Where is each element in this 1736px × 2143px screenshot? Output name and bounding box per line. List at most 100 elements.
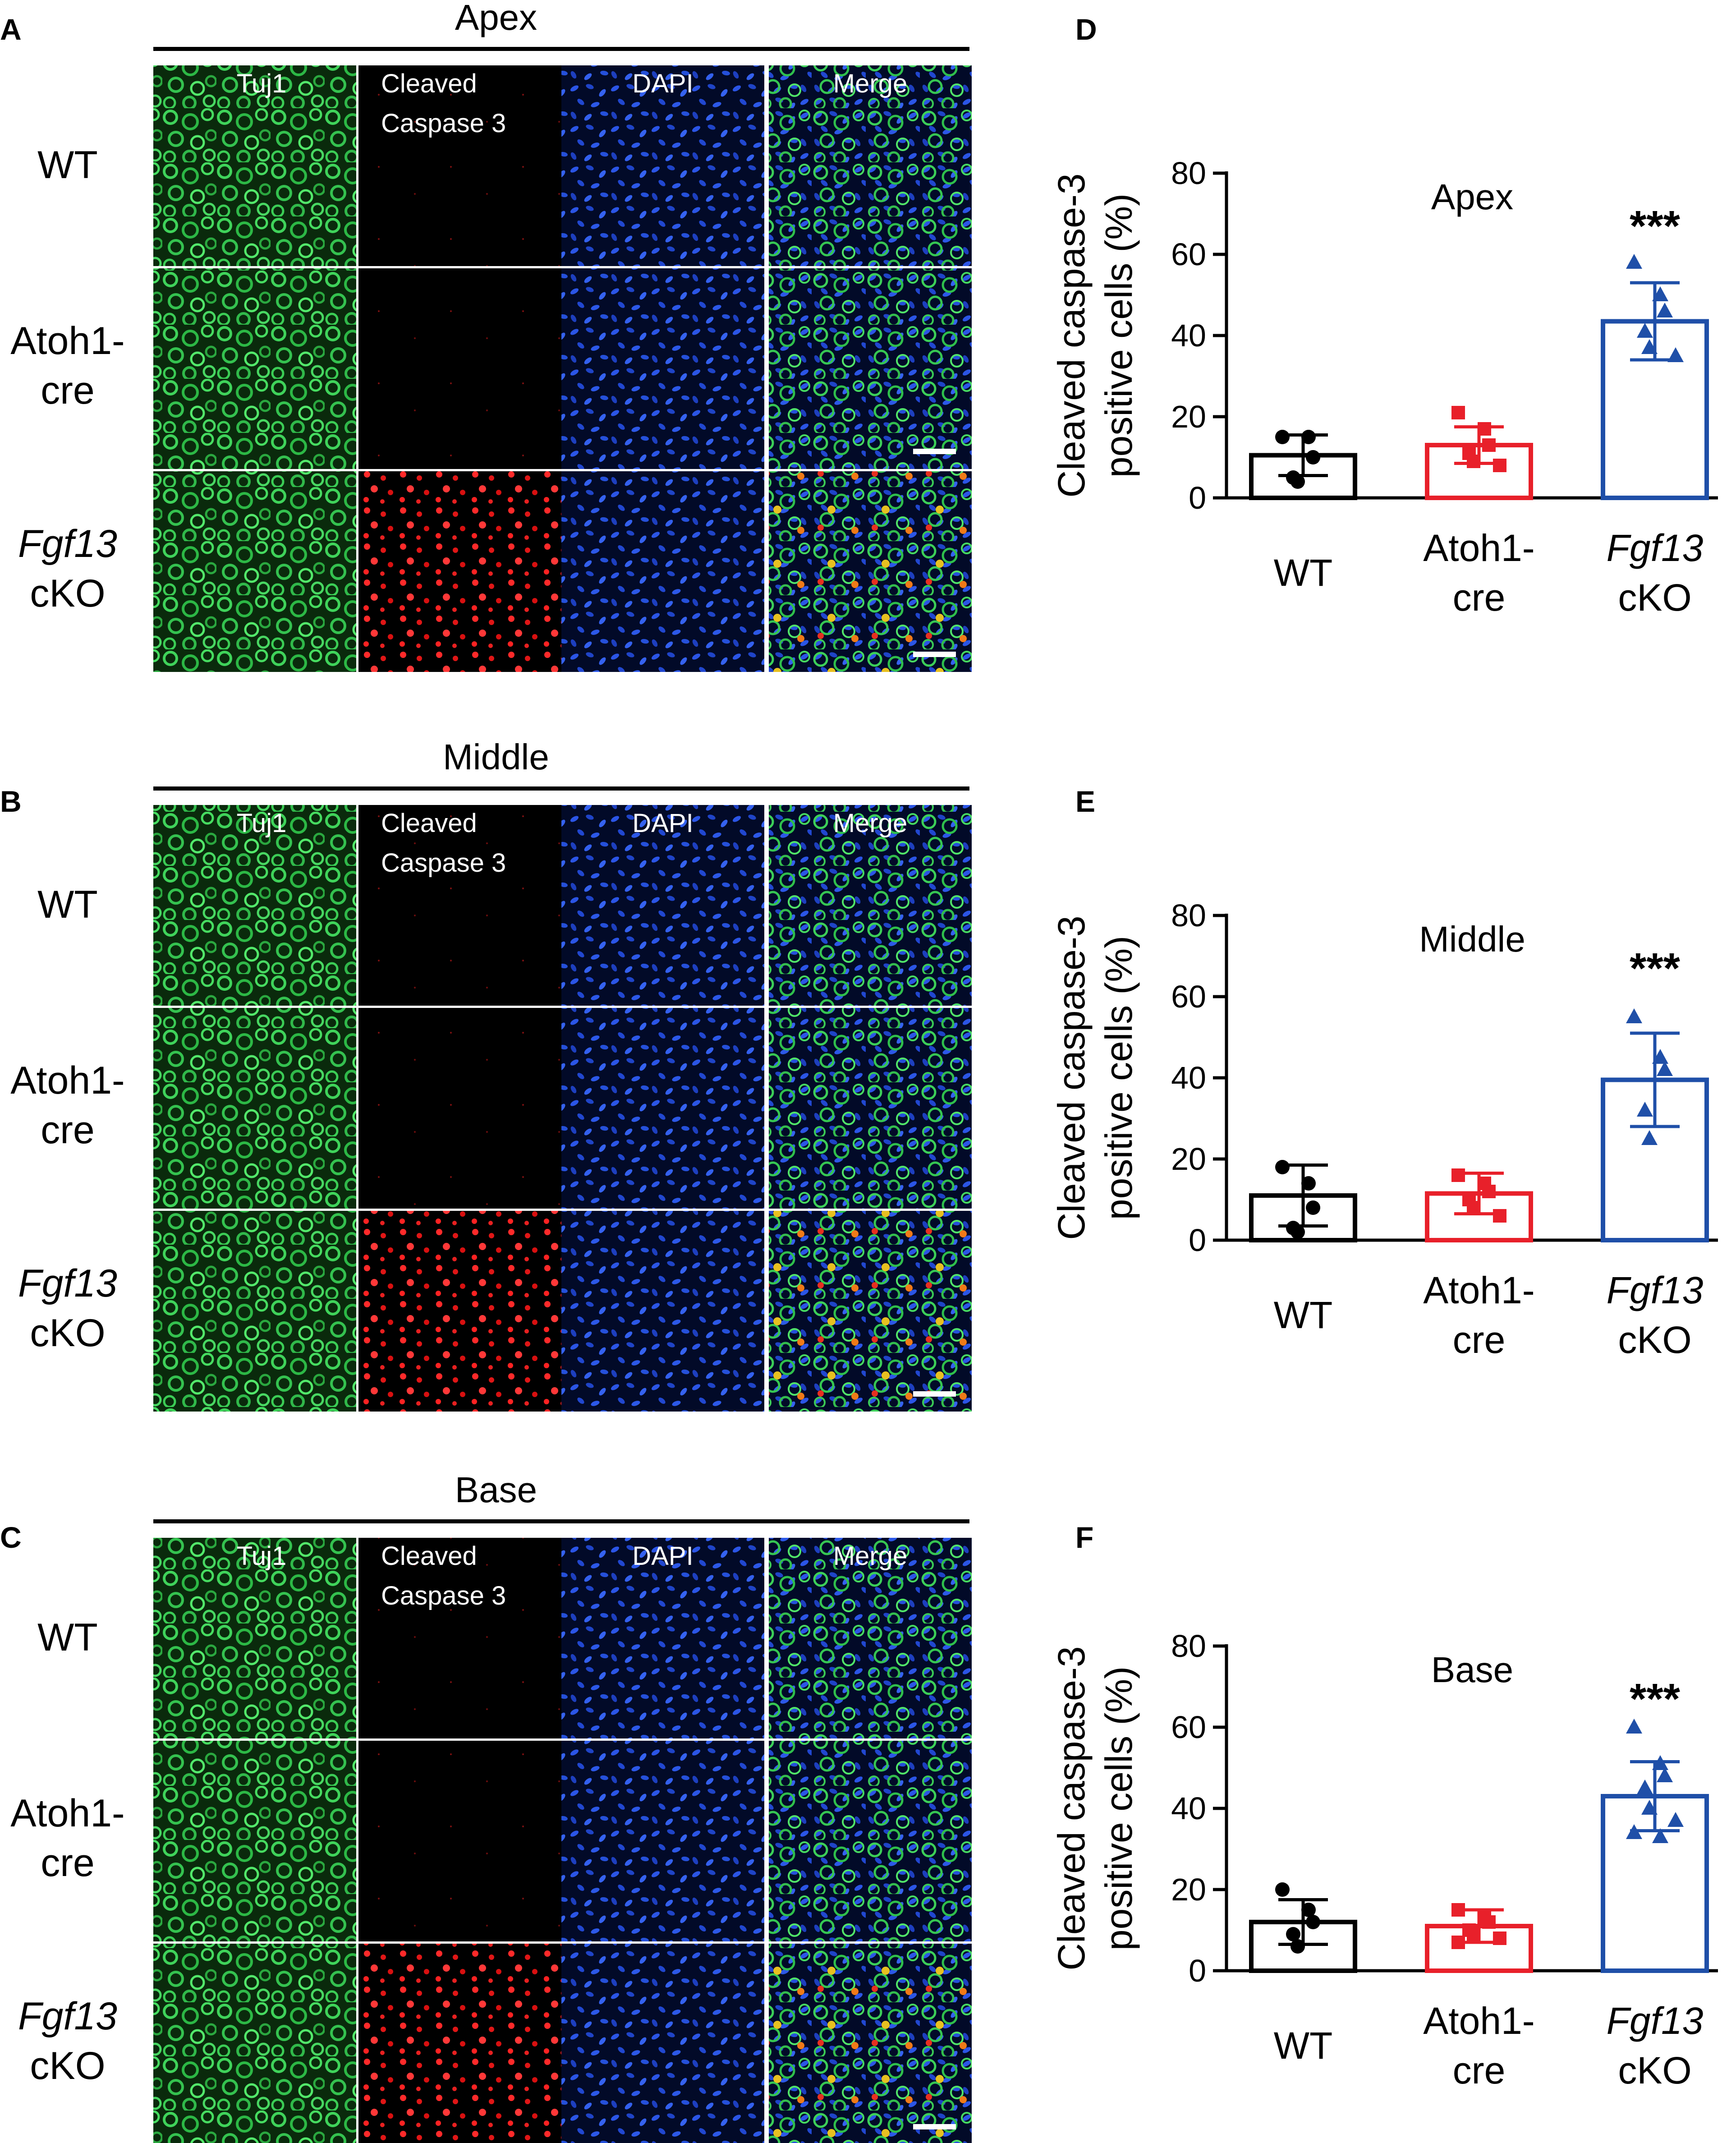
column-header-caspase-line2: Caspase 3	[381, 1581, 506, 1610]
micrograph-atoh1-cre-caspase	[358, 1741, 561, 1941]
y-tick-label: 40	[1171, 1060, 1206, 1095]
data-point	[1626, 1824, 1642, 1839]
data-point	[1451, 1903, 1465, 1917]
chart-title: Base	[1431, 1650, 1513, 1690]
category-label-line2: cKO	[1618, 2049, 1691, 2092]
significance-marker: ***	[1630, 1675, 1681, 1723]
category-label-line1: Atoh1-	[1423, 2000, 1535, 2042]
panel-letter-e: E	[1075, 785, 1095, 818]
category-label-line1: Atoh1-	[1423, 1269, 1535, 1311]
y-tick-label: 80	[1171, 898, 1206, 933]
data-point	[1667, 1812, 1684, 1827]
row-label-wt: WT	[37, 1616, 98, 1659]
y-axis-label-line2: positive cells (%)	[1098, 193, 1140, 478]
micrograph-fgf13-cko-merge	[769, 1211, 972, 1412]
y-axis-label-line2: positive cells (%)	[1098, 936, 1140, 1220]
y-tick-label: 0	[1189, 480, 1206, 515]
row-label-atoh1-line2: cre	[41, 1108, 94, 1152]
row-label-atoh1-line1: Atoh1-	[10, 1792, 124, 1835]
significance-marker: ***	[1630, 944, 1681, 993]
panel-letter-a: A	[0, 13, 22, 46]
data-point	[1652, 286, 1668, 301]
column-header-merge: Merge	[833, 1541, 907, 1571]
micrograph-atoh1-cre-caspase	[358, 1008, 561, 1209]
micrograph-fgf13-cko-tuj1	[153, 471, 356, 672]
column-header-tuj1: Tuj1	[237, 809, 287, 838]
row-label-wt: WT	[37, 883, 98, 926]
region-header-rule	[153, 786, 969, 791]
image-panel-base: Base WT Atoh1- cre Fgf13 cKO Tuj1 Cleaved Caspas…	[10, 1470, 972, 2143]
row-label-fgf13-line1: Fgf13	[18, 522, 117, 566]
data-point	[1291, 1939, 1305, 1954]
panel-letters: A B C D E F	[0, 13, 1097, 1554]
chart-title: Middle	[1419, 919, 1525, 959]
micrograph-wt-dapi	[561, 65, 764, 266]
scale-bar	[913, 652, 956, 657]
column-header-merge: Merge	[833, 809, 907, 838]
micrograph-wt-tuj1	[153, 65, 356, 266]
micrograph-fgf13-cko-caspase	[358, 471, 561, 672]
data-point	[1641, 1800, 1658, 1815]
y-axis-label-line1: Cleaved caspase-3	[1050, 1646, 1093, 1970]
row-label-atoh1-line1: Atoh1-	[10, 1059, 124, 1102]
bar-charts: Cleaved caspase-3 positive cells (%)02040…	[1050, 156, 1718, 2092]
column-header-dapi: DAPI	[632, 1541, 693, 1571]
panel-letter-d: D	[1075, 13, 1097, 46]
scale-bar	[913, 1391, 956, 1397]
row-label-fgf13-line2: cKO	[30, 2044, 105, 2088]
category-label-line2: cKO	[1618, 576, 1691, 619]
category-label-line1: Fgf13	[1607, 1269, 1704, 1311]
micrograph-fgf13-cko-caspase	[358, 1944, 561, 2143]
row-label-atoh1-line2: cre	[41, 1841, 94, 1885]
data-point	[1626, 1719, 1642, 1734]
data-point	[1626, 254, 1642, 269]
data-point	[1652, 1828, 1668, 1843]
data-point	[1637, 1780, 1653, 1794]
row-label-wt: WT	[37, 143, 98, 187]
data-point	[1657, 1061, 1673, 1076]
data-point	[1291, 474, 1305, 489]
data-point	[1451, 1168, 1465, 1182]
data-point	[1493, 1209, 1506, 1223]
micrograph-fgf13-cko-dapi	[561, 1211, 764, 1412]
micrograph-fgf13-cko-dapi	[561, 471, 764, 672]
y-tick-label: 40	[1171, 1791, 1206, 1826]
micrograph-fgf13-cko-tuj1	[153, 1211, 356, 1412]
data-point	[1301, 1176, 1316, 1191]
y-axis-label-line1: Cleaved caspase-3	[1050, 173, 1093, 497]
micrograph-wt-merge	[769, 1538, 972, 1738]
category-label-line2: cKO	[1618, 1319, 1691, 1361]
row-label-fgf13-line2: cKO	[30, 1311, 105, 1355]
data-point	[1301, 430, 1316, 444]
y-tick-label: 20	[1171, 1141, 1206, 1177]
image-panel-middle: Middle WT Atoh1- cre Fgf13 cKO Tuj1 Cleaved Casp…	[10, 737, 972, 1412]
category-label-line2: cre	[1453, 1319, 1506, 1361]
data-point	[1306, 1200, 1320, 1215]
data-point	[1301, 1903, 1316, 1917]
micrograph-atoh1-cre-dapi	[561, 1741, 764, 1941]
data-point	[1467, 1927, 1480, 1941]
data-point	[1652, 1049, 1668, 1064]
y-tick-label: 60	[1171, 237, 1206, 272]
data-point	[1467, 1201, 1480, 1214]
micrograph-atoh1-cre-merge	[769, 1008, 972, 1209]
y-tick-label: 40	[1171, 318, 1206, 353]
data-point	[1493, 459, 1506, 472]
bar-chart-base: Cleaved caspase-3 positive cells (%) 0 20 40…	[1050, 1628, 1718, 2092]
y-tick-label: 20	[1171, 1872, 1206, 1907]
y-tick-label: 0	[1189, 1223, 1206, 1258]
micrograph-atoh1-cre-dapi	[561, 1008, 764, 1209]
data-point	[1275, 430, 1290, 444]
micrograph-wt-merge	[769, 805, 972, 1006]
scale-bar	[913, 449, 956, 454]
category-label: WT	[1274, 1294, 1333, 1336]
row-label-fgf13-line1: Fgf13	[18, 1995, 117, 2038]
data-point	[1451, 406, 1465, 419]
data-point	[1275, 1882, 1290, 1897]
micrograph-atoh1-cre-tuj1	[153, 1741, 356, 1941]
micrograph-wt-dapi	[561, 805, 764, 1006]
micrograph-fgf13-cko-caspase	[358, 1211, 561, 1412]
micrograph-atoh1-cre-caspase	[358, 268, 561, 469]
data-point	[1306, 1915, 1320, 1929]
data-point	[1657, 303, 1673, 317]
